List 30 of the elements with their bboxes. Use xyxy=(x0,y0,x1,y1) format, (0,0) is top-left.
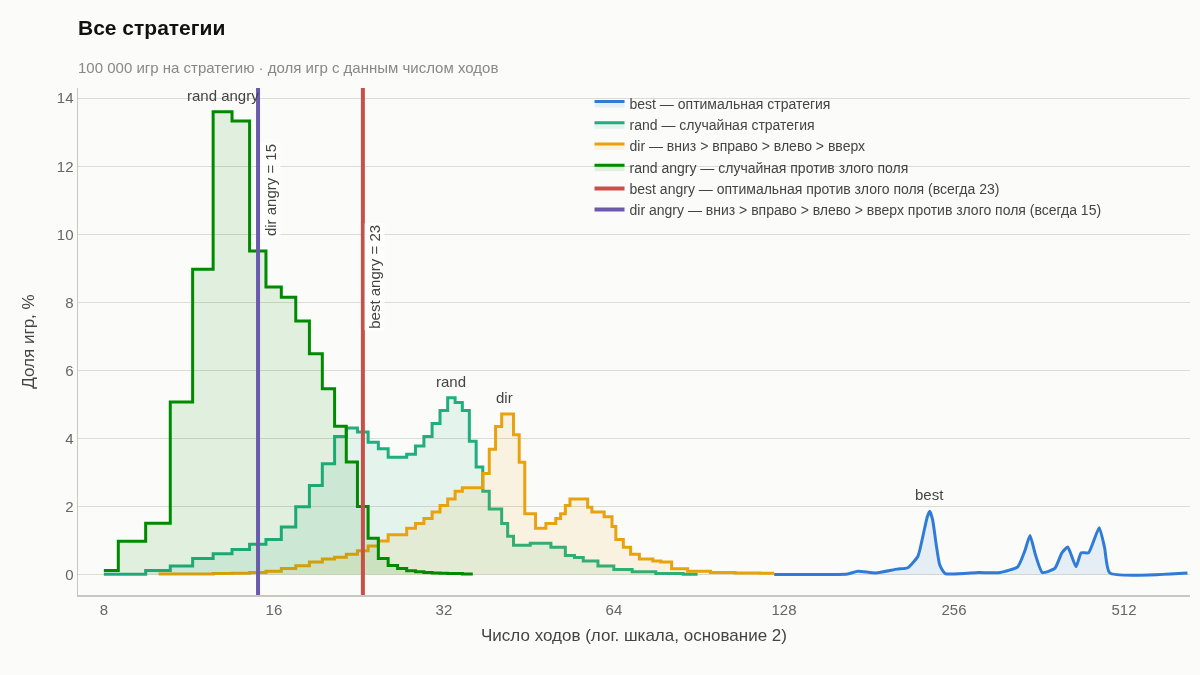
x-tick-label: 32 xyxy=(435,600,453,618)
y-tick-label: 14 xyxy=(56,89,74,107)
legend-label: dir — вниз > вправо > влево > вверх xyxy=(629,138,866,155)
legend-label: rand — случайная стратегия xyxy=(629,117,815,134)
legend-label: rand angry — случайная против злого поля xyxy=(629,159,909,176)
x-tick-label: 8 xyxy=(99,600,109,618)
annotation: best xyxy=(915,486,945,503)
y-tick-label: 0 xyxy=(65,565,74,583)
x-tick-label: 512 xyxy=(1111,600,1137,618)
x-tick-label: 64 xyxy=(605,600,623,618)
legend-label: best angry — оптимальная против злого поля (всегда 23) xyxy=(629,180,1000,197)
y-tick-label: 2 xyxy=(65,497,74,515)
chart-title: Все стратегии xyxy=(78,15,226,39)
y-tick-label: 6 xyxy=(65,361,74,379)
y-tick-label: 8 xyxy=(65,293,74,311)
annotation: dir angry = 15 xyxy=(261,143,279,237)
y-axis-title: Доля игр, % xyxy=(18,294,38,389)
legend-label: best — оптимальная стратегия xyxy=(629,96,831,113)
annotation: dir xyxy=(496,389,513,406)
annotation: rand xyxy=(436,373,467,390)
y-tick-label: 12 xyxy=(56,157,74,175)
y-tick-label: 10 xyxy=(56,225,74,243)
x-tick-label: 256 xyxy=(941,600,967,618)
x-tick-label: 128 xyxy=(771,600,797,618)
annotation: best angry = 23 xyxy=(366,224,384,329)
chart-subtitle: 100 000 игр на стратегию · доля игр с данным числом ходов xyxy=(78,59,499,77)
x-axis-title: Число ходов (лог. шкала, основание 2) xyxy=(481,625,787,645)
x-tick-label: 16 xyxy=(265,600,283,618)
legend-label: dir angry — вниз > вправо > влево > вверх против злого поля (всегда 15) xyxy=(629,202,1102,219)
y-tick-label: 4 xyxy=(65,429,74,447)
